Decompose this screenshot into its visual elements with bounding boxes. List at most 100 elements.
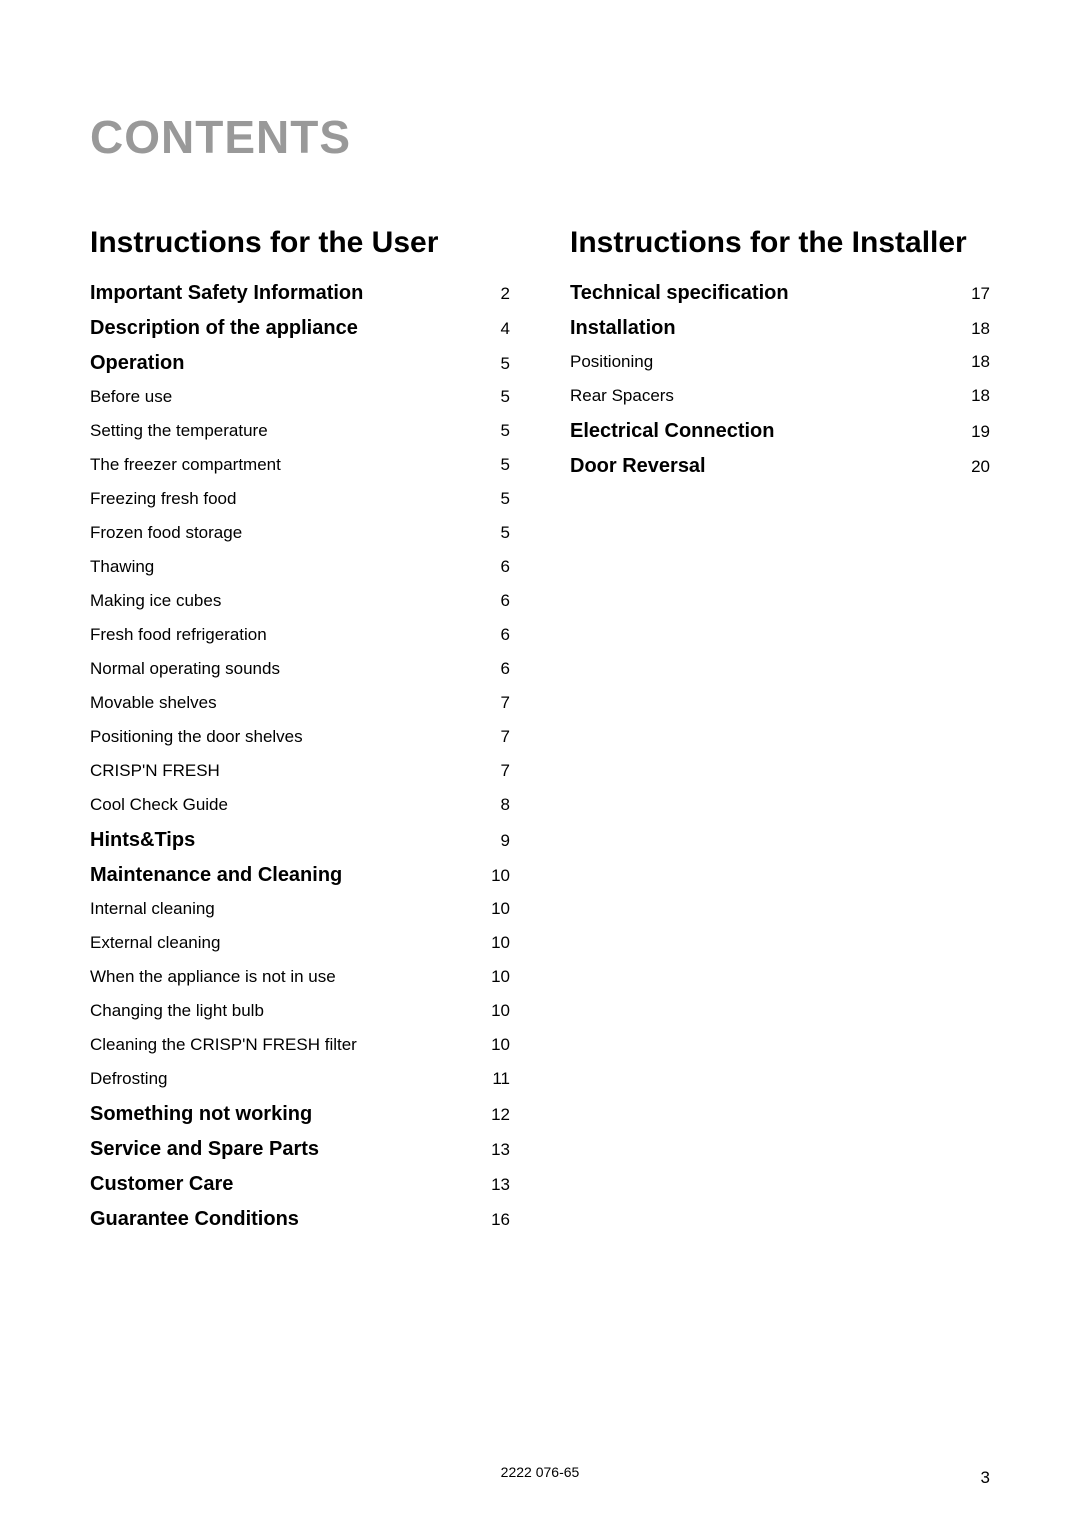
toc-page: 9	[501, 831, 510, 851]
toc-label: Hints&Tips	[90, 829, 195, 852]
toc-page: 7	[501, 761, 510, 781]
toc-label: CRISP'N FRESH	[90, 761, 220, 781]
toc-page: 5	[501, 421, 510, 441]
toc-label: Defrosting	[90, 1069, 167, 1089]
toc-row: Before use 5	[90, 387, 510, 407]
toc-label: Technical specification	[570, 282, 789, 305]
toc-page: 18	[971, 352, 990, 372]
toc-label: Rear Spacers	[570, 386, 674, 406]
toc-row: Setting the temperature 5	[90, 421, 510, 441]
toc-page: 2	[501, 284, 510, 304]
toc-page: 19	[971, 422, 990, 442]
toc-label: External cleaning	[90, 933, 220, 953]
toc-row: Customer Care 13	[90, 1173, 510, 1196]
toc-row: CRISP'N FRESH 7	[90, 761, 510, 781]
toc-page: 18	[971, 319, 990, 339]
toc-page: 4	[501, 319, 510, 339]
toc-label: Normal operating sounds	[90, 659, 280, 679]
toc-label: Important Safety Information	[90, 282, 363, 305]
toc-label: Electrical Connection	[570, 420, 775, 443]
toc-page: 10	[491, 1001, 510, 1021]
toc-label: Door Reversal	[570, 455, 706, 478]
toc-label: Positioning	[570, 352, 653, 372]
toc-label: Maintenance and Cleaning	[90, 864, 342, 887]
toc-row: Important Safety Information 2	[90, 282, 510, 305]
toc-page: 17	[971, 284, 990, 304]
toc-row: Maintenance and Cleaning 10	[90, 864, 510, 887]
toc-page: 18	[971, 386, 990, 406]
toc-page: 5	[501, 489, 510, 509]
toc-label: When the appliance is not in use	[90, 967, 336, 987]
toc-page: 6	[501, 625, 510, 645]
toc-row: The freezer compartment 5	[90, 455, 510, 475]
toc-label: Customer Care	[90, 1173, 233, 1196]
toc-page: 5	[501, 387, 510, 407]
toc-page: 7	[501, 693, 510, 713]
toc-row: Technical specification 17	[570, 282, 990, 305]
toc-label: The freezer compartment	[90, 455, 281, 475]
toc-label: Service and Spare Parts	[90, 1138, 319, 1161]
toc-page: 5	[501, 523, 510, 543]
toc-page: 13	[491, 1175, 510, 1195]
toc-page: 10	[491, 1035, 510, 1055]
toc-row: Door Reversal 20	[570, 455, 990, 478]
toc-row: Internal cleaning 10	[90, 899, 510, 919]
toc-row: Changing the light bulb 10	[90, 1001, 510, 1021]
toc-row: Guarantee Conditions 16	[90, 1208, 510, 1231]
footer-reference: 2222 076-65	[501, 1464, 580, 1480]
toc-page: 6	[501, 659, 510, 679]
toc-page: 8	[501, 795, 510, 815]
toc-label: Guarantee Conditions	[90, 1208, 299, 1231]
column-right: Instructions for the Installer Technical…	[570, 224, 990, 1243]
toc-page: 10	[491, 899, 510, 919]
toc-page: 7	[501, 727, 510, 747]
page-title: CONTENTS	[90, 110, 990, 164]
toc-label: Freezing fresh food	[90, 489, 236, 509]
toc-label: Setting the temperature	[90, 421, 268, 441]
toc-page: 10	[491, 967, 510, 987]
toc-page: 10	[491, 933, 510, 953]
toc-row: Cleaning the CRISP'N FRESH filter 10	[90, 1035, 510, 1055]
toc-row: External cleaning 10	[90, 933, 510, 953]
toc-row: Something not working 12	[90, 1103, 510, 1126]
section-title-installer: Instructions for the Installer	[570, 224, 990, 262]
toc-row: Positioning the door shelves 7	[90, 727, 510, 747]
toc-label: Before use	[90, 387, 172, 407]
toc-row: Movable shelves 7	[90, 693, 510, 713]
toc-row: Electrical Connection 19	[570, 420, 990, 443]
toc-page: 11	[492, 1069, 510, 1089]
toc-row: Rear Spacers 18	[570, 386, 990, 406]
toc-row: Service and Spare Parts 13	[90, 1138, 510, 1161]
toc-label: Installation	[570, 317, 676, 340]
toc-row: Defrosting 11	[90, 1069, 510, 1089]
toc-label: Cool Check Guide	[90, 795, 228, 815]
toc-row: Frozen food storage 5	[90, 523, 510, 543]
toc-row: Fresh food refrigeration 6	[90, 625, 510, 645]
toc-row: Installation 18	[570, 317, 990, 340]
toc-label: Thawing	[90, 557, 154, 577]
toc-page: 10	[491, 866, 510, 886]
columns-wrapper: Instructions for the User Important Safe…	[90, 224, 990, 1243]
toc-page: 16	[491, 1210, 510, 1230]
toc-row: Description of the appliance 4	[90, 317, 510, 340]
footer-page-number: 3	[981, 1468, 990, 1488]
toc-page: 5	[501, 354, 510, 374]
toc-page: 5	[501, 455, 510, 475]
toc-label: Making ice cubes	[90, 591, 221, 611]
toc-label: Fresh food refrigeration	[90, 625, 267, 645]
toc-page: 6	[501, 591, 510, 611]
section-title-user: Instructions for the User	[90, 224, 510, 262]
toc-row: Making ice cubes 6	[90, 591, 510, 611]
toc-row: Freezing fresh food 5	[90, 489, 510, 509]
toc-row: Positioning 18	[570, 352, 990, 372]
toc-label: Description of the appliance	[90, 317, 358, 340]
toc-label: Cleaning the CRISP'N FRESH filter	[90, 1035, 357, 1055]
toc-page: 6	[501, 557, 510, 577]
toc-label: Operation	[90, 352, 184, 375]
toc-label: Positioning the door shelves	[90, 727, 303, 747]
toc-row: Hints&Tips 9	[90, 829, 510, 852]
toc-row: Operation 5	[90, 352, 510, 375]
toc-label: Changing the light bulb	[90, 1001, 264, 1021]
column-left: Instructions for the User Important Safe…	[90, 224, 510, 1243]
toc-page: 20	[971, 457, 990, 477]
